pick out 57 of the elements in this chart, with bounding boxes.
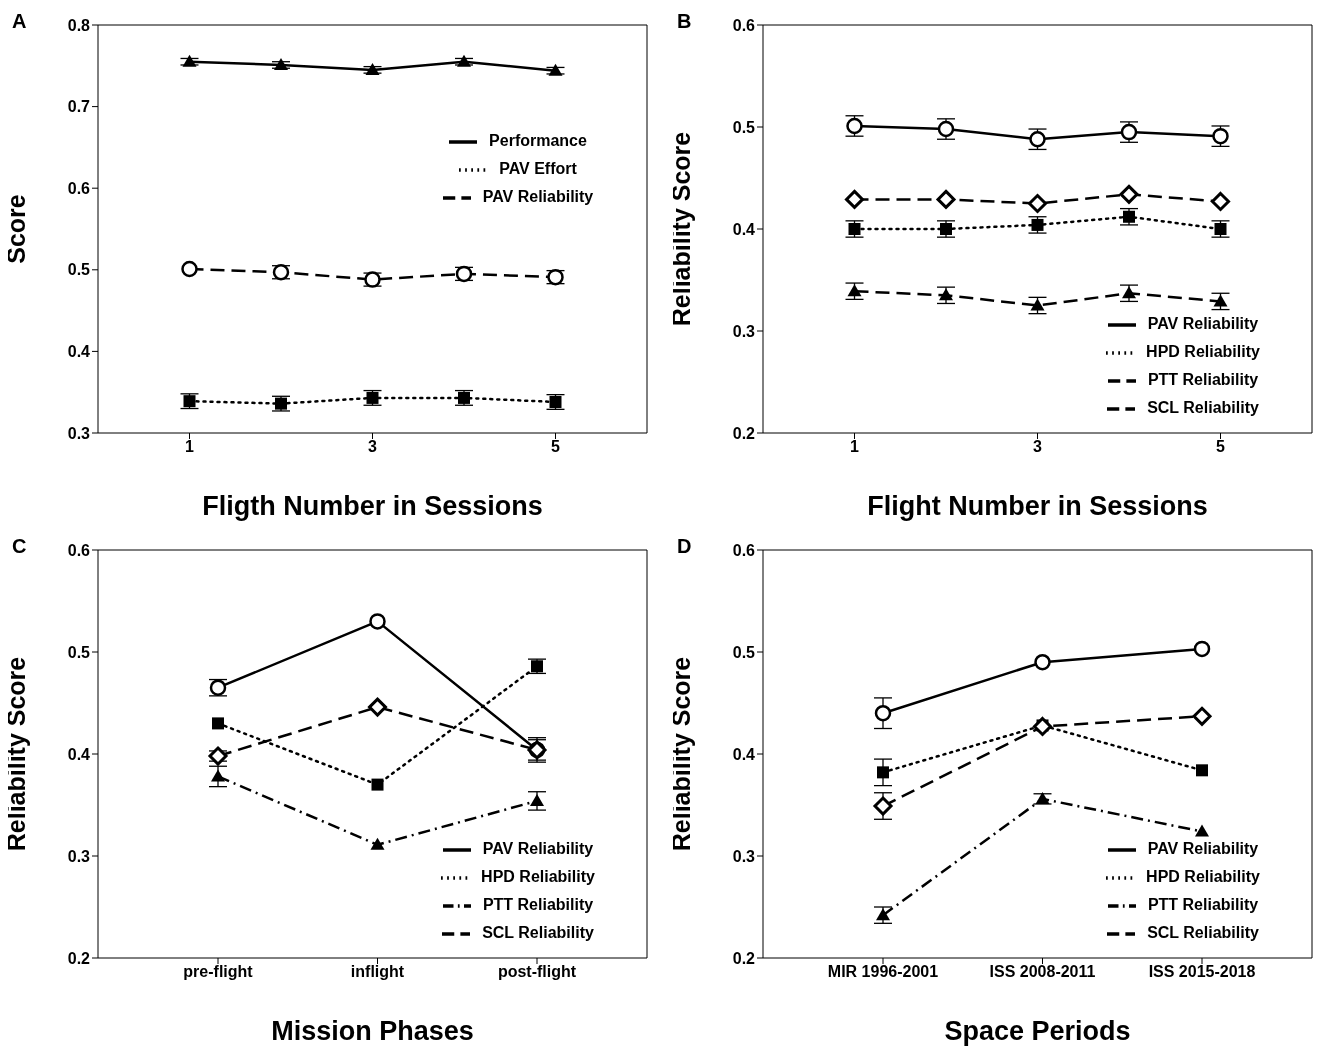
legend-label: HPD Reliability bbox=[1146, 343, 1260, 361]
y-tick-label: 0.5 bbox=[732, 643, 756, 661]
y-tick-label: 0.5 bbox=[67, 261, 91, 279]
legend-label: PTT Reliability bbox=[482, 896, 594, 914]
y-tick-label: 0.3 bbox=[67, 424, 91, 442]
x-tick-label: 5 bbox=[551, 438, 561, 456]
y-tick-label: 0.6 bbox=[732, 16, 756, 34]
y-tick-label: 0.5 bbox=[67, 643, 91, 661]
x-tick-label: MIR 1996-2001 bbox=[827, 963, 939, 981]
x-axis-title: Flight Number in Sessions bbox=[867, 491, 1208, 521]
y-tick-label: 0.8 bbox=[67, 16, 91, 34]
x-axis-title: Mission Phases bbox=[271, 1016, 474, 1046]
chart-title: D bbox=[677, 535, 692, 558]
x-tick-label: 3 bbox=[368, 438, 378, 456]
x-axis-title: Space Periods bbox=[944, 1016, 1131, 1046]
legend-label: HPD Reliability bbox=[1146, 868, 1260, 886]
y-tick-label: 0.5 bbox=[732, 118, 756, 136]
legend-label: PAV Reliability bbox=[482, 188, 594, 206]
legend-label: PAV Effort bbox=[499, 160, 577, 178]
legend-label: SCL Reliability bbox=[1147, 399, 1259, 417]
y-tick-label: 0.6 bbox=[67, 541, 91, 559]
legend-label: PTT Reliability bbox=[1147, 371, 1259, 389]
x-tick-label: post-flight bbox=[497, 963, 577, 981]
x-tick-label: ISS 2015-2018 bbox=[1148, 963, 1256, 981]
x-tick-label: pre-flight bbox=[183, 963, 254, 981]
y-tick-label: 0.2 bbox=[732, 949, 756, 967]
x-tick-label: 3 bbox=[1033, 438, 1043, 456]
x-tick-label: inflight bbox=[350, 963, 405, 981]
x-tick-label: 5 bbox=[1216, 438, 1226, 456]
legend-label: PAV Reliability bbox=[1147, 840, 1259, 858]
y-tick-label: 0.7 bbox=[67, 98, 91, 116]
y-axis-title: Score bbox=[1, 194, 30, 264]
y-tick-label: 0.4 bbox=[732, 220, 756, 238]
y-tick-label: 0.2 bbox=[67, 949, 91, 967]
legend-label: Performance bbox=[489, 132, 587, 150]
legend-label: PAV Reliability bbox=[482, 840, 594, 858]
x-axis-title: Fligth Number in Sessions bbox=[202, 491, 543, 521]
x-tick-label: ISS 2008-2011 bbox=[989, 963, 1096, 981]
y-tick-label: 0.3 bbox=[732, 322, 756, 340]
x-tick-label: 1 bbox=[185, 438, 195, 456]
y-tick-label: 0.3 bbox=[67, 847, 91, 865]
legend-label: SCL Reliability bbox=[1147, 924, 1259, 942]
y-tick-label: 0.3 bbox=[732, 847, 756, 865]
chart-title: A bbox=[12, 10, 27, 33]
legend-label: SCL Reliability bbox=[482, 924, 594, 942]
chart-title: C bbox=[12, 535, 27, 558]
legend-label: PAV Reliability bbox=[1147, 315, 1259, 333]
x-tick-label: 1 bbox=[850, 438, 860, 456]
chart-title: B bbox=[677, 10, 692, 33]
legend-label: HPD Reliability bbox=[481, 868, 595, 886]
y-tick-label: 0.6 bbox=[67, 179, 91, 197]
y-tick-label: 0.4 bbox=[732, 745, 756, 763]
y-tick-label: 0.4 bbox=[67, 745, 91, 763]
legend-label: PTT Reliability bbox=[1147, 896, 1259, 914]
y-tick-label: 0.4 bbox=[67, 343, 91, 361]
y-tick-label: 0.2 bbox=[732, 424, 756, 442]
y-tick-label: 0.6 bbox=[732, 541, 756, 559]
